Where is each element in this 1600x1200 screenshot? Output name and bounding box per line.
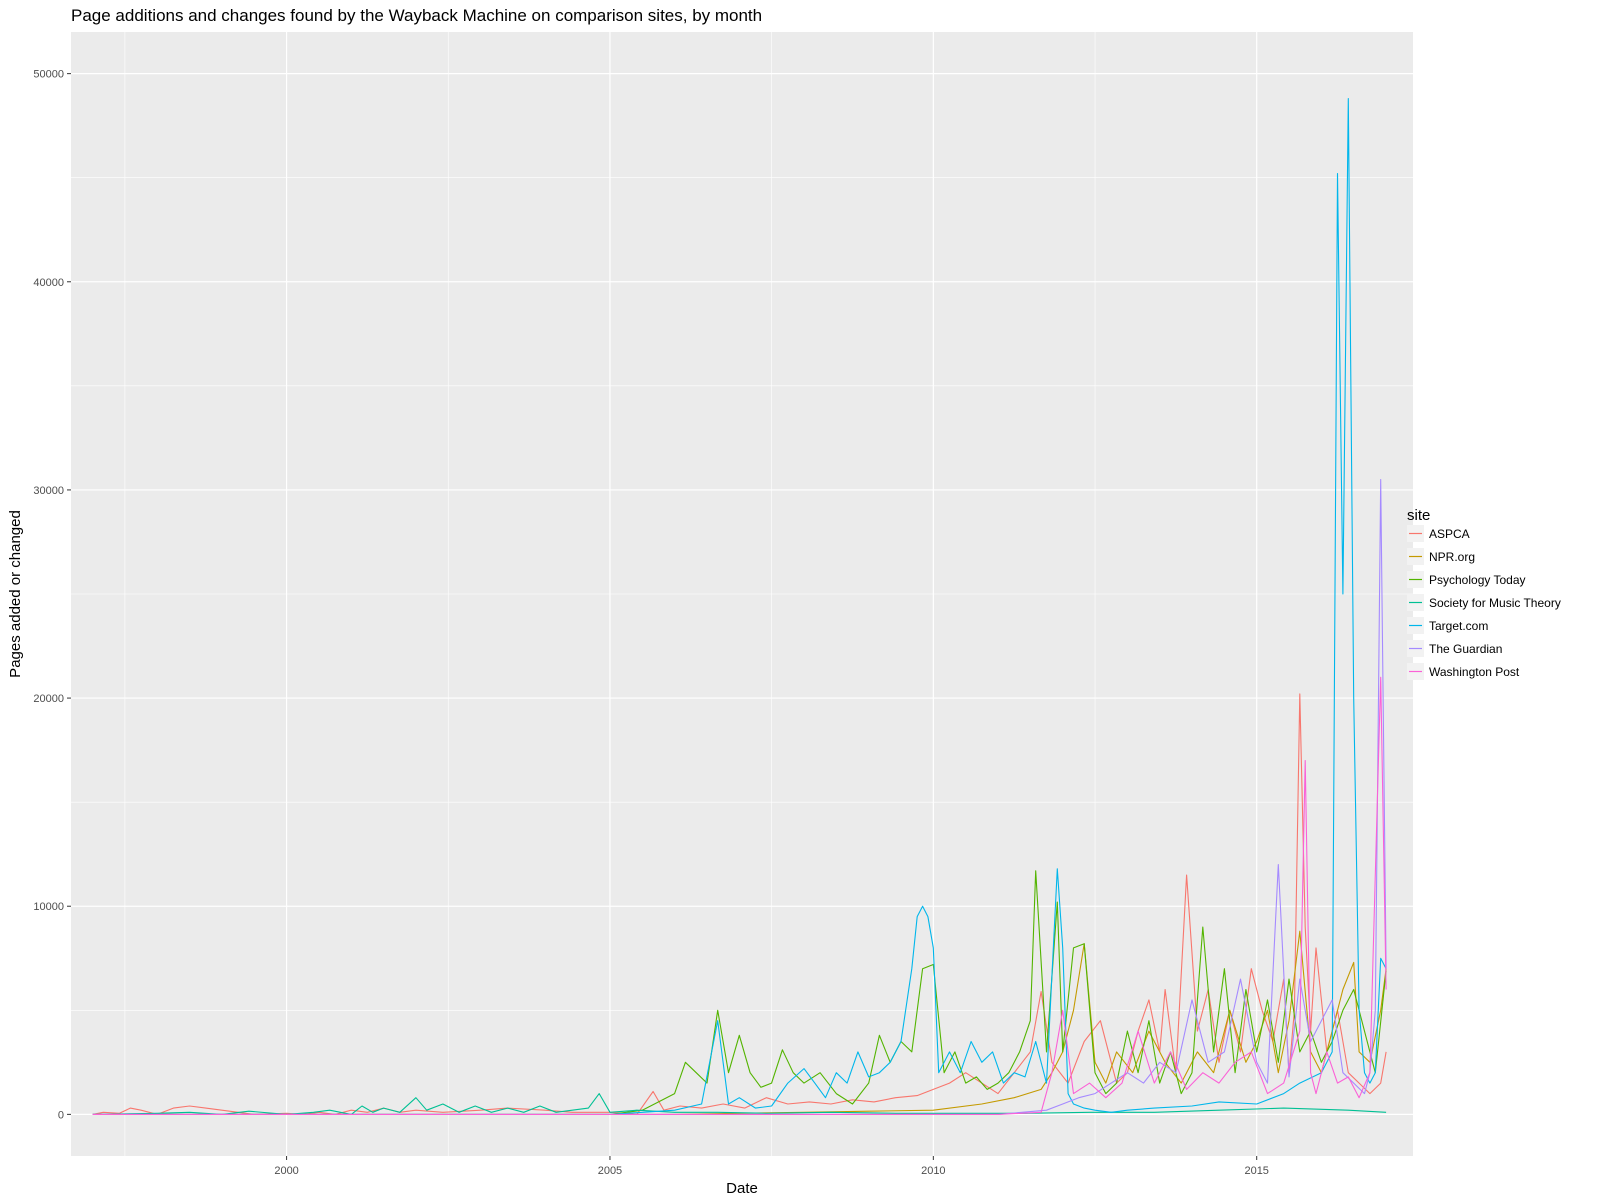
legend-title: site — [1407, 507, 1430, 524]
x-tick-label: 2010 — [921, 1165, 945, 1177]
x-tick-label: 2015 — [1244, 1165, 1268, 1177]
gridlines — [71, 32, 1413, 1156]
legend: site ASPCA NPR.org Psychology Today Society… — [1407, 507, 1561, 680]
y-tick-label: 30000 — [33, 485, 64, 497]
y-tick-label: 50000 — [33, 69, 64, 81]
y-tick-label: 40000 — [33, 277, 64, 289]
legend-item-psychology-today: Psychology Today — [1407, 571, 1526, 588]
legend-label: Washington Post — [1429, 665, 1520, 679]
y-tick-label: 0 — [58, 1109, 64, 1121]
series-line-washington-post — [92, 676, 1387, 1115]
legend-item-npr-org: NPR.org — [1407, 548, 1475, 565]
legend-item-the-guardian: The Guardian — [1407, 640, 1502, 657]
x-axis-title: Date — [726, 1180, 758, 1197]
legend-label: NPR.org — [1429, 550, 1475, 564]
legend-label: Society for Music Theory — [1429, 596, 1561, 610]
x-tick-label: 2000 — [274, 1165, 298, 1177]
legend-label: ASPCA — [1429, 527, 1470, 541]
legend-item-aspca: ASPCA — [1407, 525, 1470, 542]
chart-title: Page additions and changes found by the … — [71, 6, 762, 25]
legend-item-society-for-music-theory: Society for Music Theory — [1407, 594, 1561, 611]
y-axis-title: Pages added or changed — [7, 510, 24, 678]
legend-item-target-com: Target.com — [1407, 617, 1488, 634]
y-tick-label: 20000 — [33, 693, 64, 705]
legend-item-washington-post: Washington Post — [1407, 663, 1520, 680]
series-line-target-com — [92, 98, 1387, 1115]
y-tick-label: 10000 — [33, 901, 64, 913]
series-lines — [92, 98, 1387, 1115]
legend-label: The Guardian — [1429, 642, 1502, 656]
series-line-psychology-today — [92, 870, 1387, 1115]
series-line-aspca — [92, 693, 1387, 1115]
series-line-society-for-music-theory — [92, 1093, 1387, 1115]
legend-label: Target.com — [1429, 619, 1488, 633]
legend-label: Psychology Today — [1429, 573, 1526, 587]
x-tick-label: 2005 — [598, 1165, 622, 1177]
axis-ticks: 0 10000 20000 30000 40000 50000 2000 2005 2010 20… — [33, 69, 1269, 1177]
